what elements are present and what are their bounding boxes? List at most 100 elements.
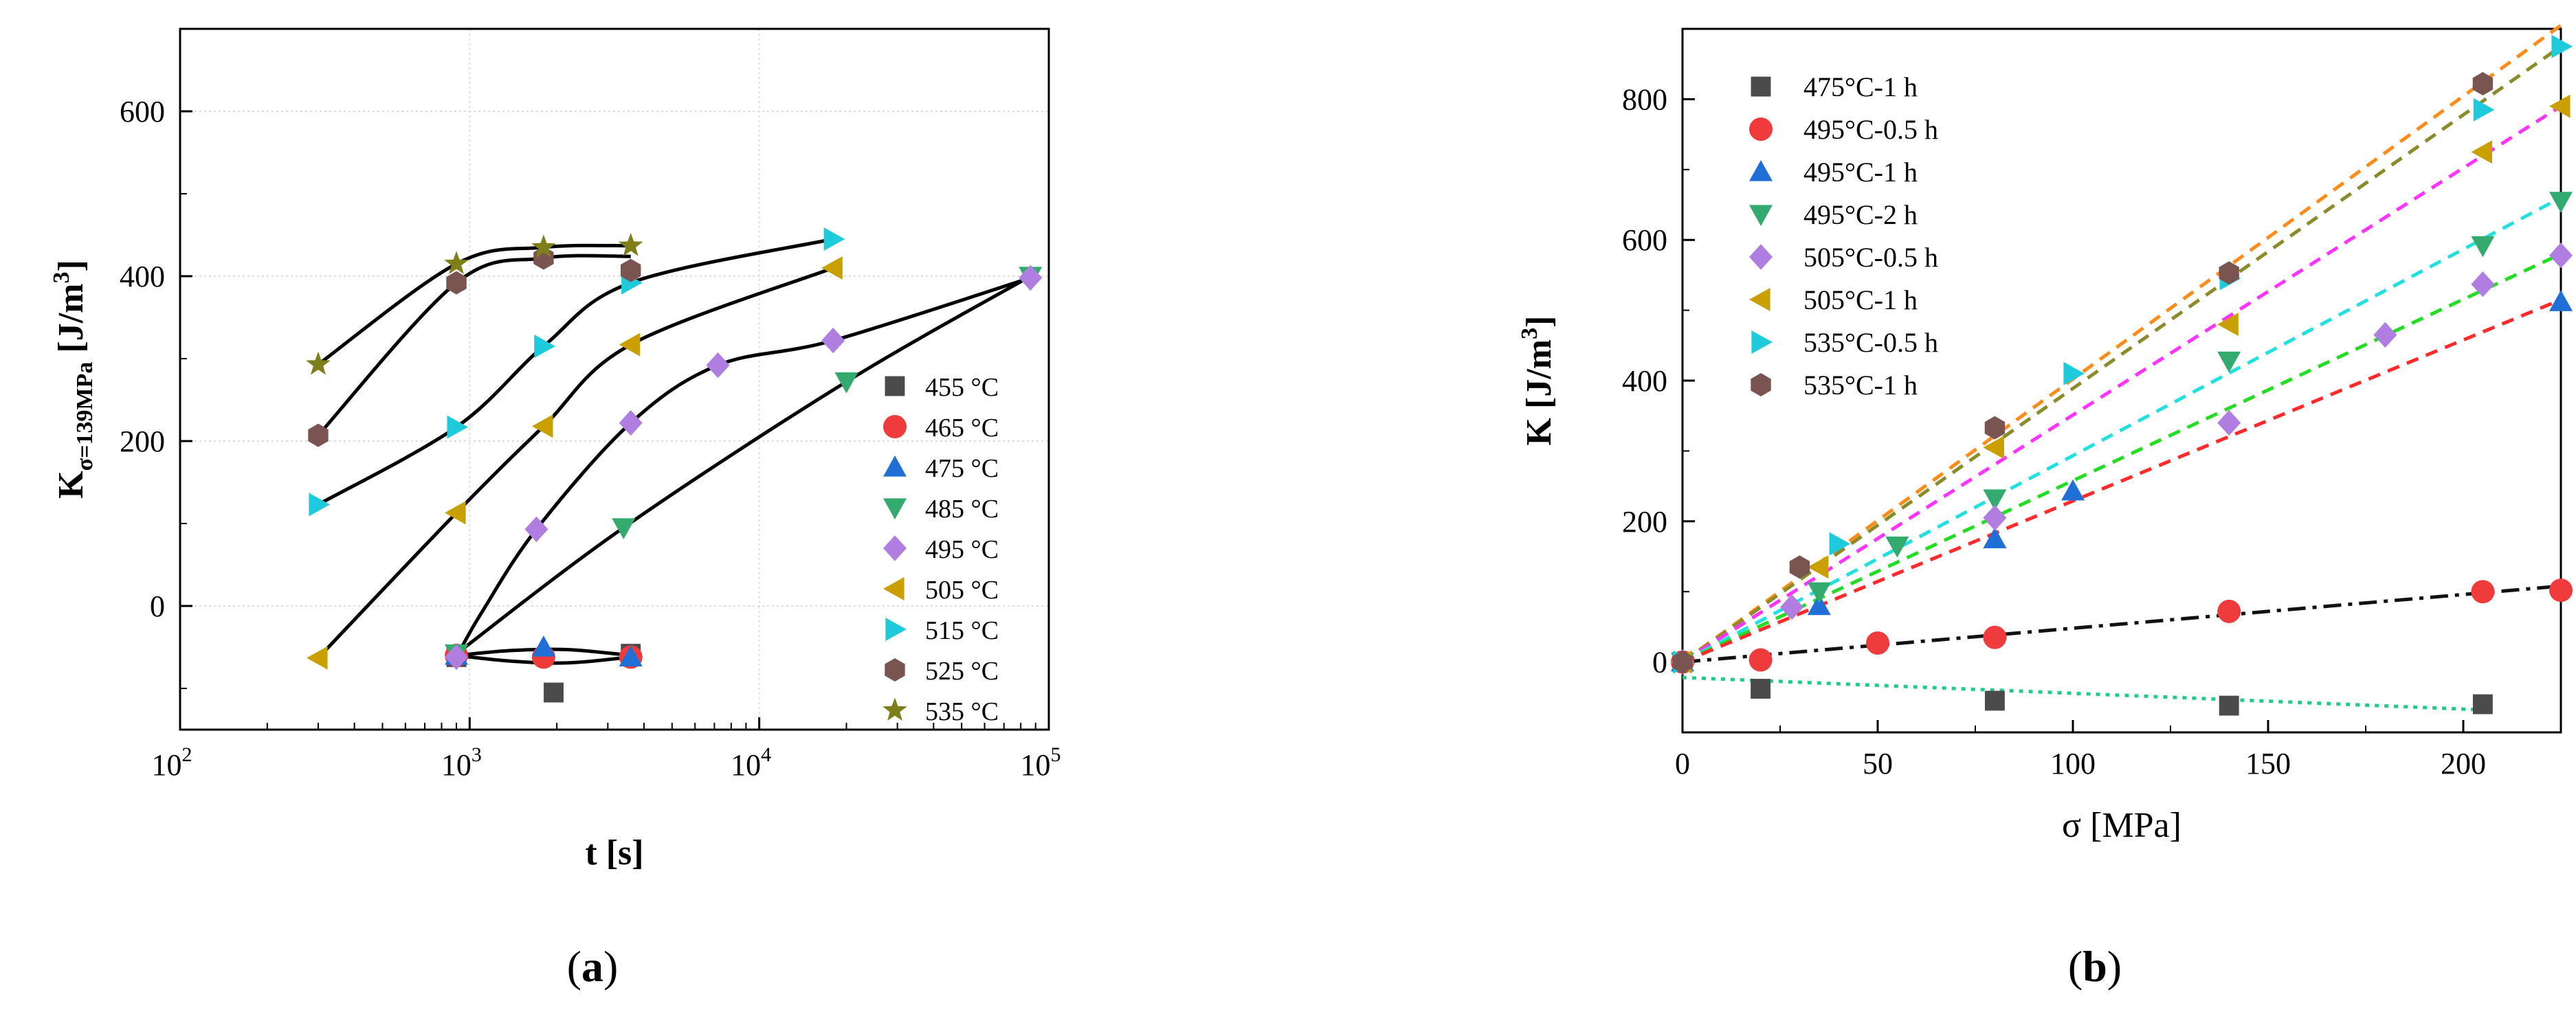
legend-marker <box>885 658 905 682</box>
fit-line <box>1682 675 2483 712</box>
y-tick-label: 400 <box>120 260 165 293</box>
data-point <box>445 644 469 671</box>
data-point <box>445 501 466 525</box>
x-tick-label: 102 <box>152 743 192 782</box>
legend-label: 495°C-2 h <box>1803 199 1918 230</box>
y-tick-label: 600 <box>120 95 165 128</box>
data-point <box>531 636 555 657</box>
series-505C <box>307 256 843 670</box>
legend-label: 535°C-0.5 h <box>1803 327 1938 358</box>
y-axis-label: Kσ=139MPa [J/m3] <box>49 260 98 499</box>
series-515C <box>309 227 845 517</box>
data-point <box>2549 243 2573 269</box>
x-tick-label: 200 <box>2441 747 2486 780</box>
legend-label: 535 °C <box>925 697 999 726</box>
x-tick-label: 104 <box>731 743 771 782</box>
data-point <box>1829 532 1851 556</box>
x-tick-label: 103 <box>441 743 482 782</box>
data-point <box>2473 98 2495 122</box>
data-point <box>2217 351 2241 373</box>
data-point <box>1672 650 1693 674</box>
y-tick-label: 200 <box>120 425 165 458</box>
x-tick-label: 105 <box>1021 743 1061 782</box>
y-tick-label: 600 <box>1622 223 1667 257</box>
data-point <box>834 372 858 394</box>
data-point <box>2219 261 2239 285</box>
x-axis-label: t [s] <box>585 833 643 873</box>
legend-label: 505°C-0.5 h <box>1803 242 1938 273</box>
fit-line <box>1681 45 2562 664</box>
fit-curve <box>317 237 834 506</box>
series-475C1h <box>1672 652 2493 716</box>
data-point <box>2472 71 2494 95</box>
fit-curve <box>455 274 1032 655</box>
fit-line <box>1682 584 2562 664</box>
y-tick-label: 400 <box>1622 364 1667 398</box>
data-point <box>619 333 641 357</box>
data-point <box>2471 236 2495 258</box>
data-point <box>2217 409 2241 436</box>
data-point <box>1983 625 2007 649</box>
legend-marker <box>883 535 907 561</box>
x-tick-label: 0 <box>1675 747 1690 780</box>
fit-curve <box>454 276 1032 658</box>
data-point <box>1983 527 2007 548</box>
legend-marker <box>885 376 905 396</box>
y-tick-label: 200 <box>1622 505 1667 539</box>
data-point <box>306 351 331 375</box>
data-point <box>1780 594 1804 620</box>
data-point <box>2471 580 2495 604</box>
legend-marker <box>883 577 904 600</box>
legend-label: 455 °C <box>925 373 999 402</box>
data-point <box>2551 34 2573 58</box>
legend-label: 505°C-1 h <box>1803 284 1918 315</box>
chart-a: 102 103 104 105 0 200 400 600 t [s] Kσ=139MPa [J/… <box>49 27 1061 991</box>
series-535C <box>306 232 643 375</box>
legend-label: 535°C-1 h <box>1803 370 1918 401</box>
panel-label-a: (a) <box>567 942 619 991</box>
legend-marker <box>885 618 907 641</box>
fit-line <box>1681 252 2562 664</box>
data-point <box>444 251 469 275</box>
series-495C05h <box>1671 578 2573 674</box>
data-point <box>2549 94 2571 118</box>
data-point <box>1983 436 2004 460</box>
data-point <box>1983 504 2007 531</box>
legend-marker <box>883 415 907 438</box>
legend-label: 485 °C <box>925 495 999 524</box>
y-tick-label: 0 <box>1652 646 1667 679</box>
x-tick-label: 100 <box>2050 747 2096 780</box>
x-tick-label: 150 <box>2245 747 2291 780</box>
x-tick-label: 50 <box>1863 747 1893 780</box>
legend-label: 495 °C <box>925 535 999 564</box>
data-point <box>618 232 643 256</box>
legend-label: 475°C-1 h <box>1803 71 1918 102</box>
legend-marker <box>1749 117 1773 141</box>
data-point <box>706 352 730 379</box>
data-point <box>534 335 555 358</box>
y-tick-label: 800 <box>1622 82 1667 116</box>
data-point <box>2217 313 2239 337</box>
data-point <box>619 645 643 666</box>
data-point <box>619 409 643 436</box>
data-point <box>1019 265 1043 291</box>
data-point <box>1984 690 2005 711</box>
data-point <box>2549 578 2573 603</box>
data-point <box>2061 479 2085 501</box>
data-point <box>1984 416 2006 440</box>
data-point <box>308 423 329 447</box>
data-point <box>2063 361 2085 385</box>
legend-label: 495°C-1 h <box>1803 157 1918 188</box>
legend-marker <box>883 498 907 519</box>
data-point <box>446 271 467 295</box>
data-point <box>821 327 845 354</box>
data-point <box>2217 599 2241 623</box>
fit-line <box>1682 297 2562 664</box>
data-point <box>612 518 636 539</box>
y-tick-label: 0 <box>150 589 165 623</box>
data-point <box>1748 648 1773 672</box>
legend-marker <box>1751 330 1773 354</box>
fit-curve <box>317 254 631 437</box>
data-point <box>1885 537 1909 558</box>
data-point <box>1751 679 1771 699</box>
